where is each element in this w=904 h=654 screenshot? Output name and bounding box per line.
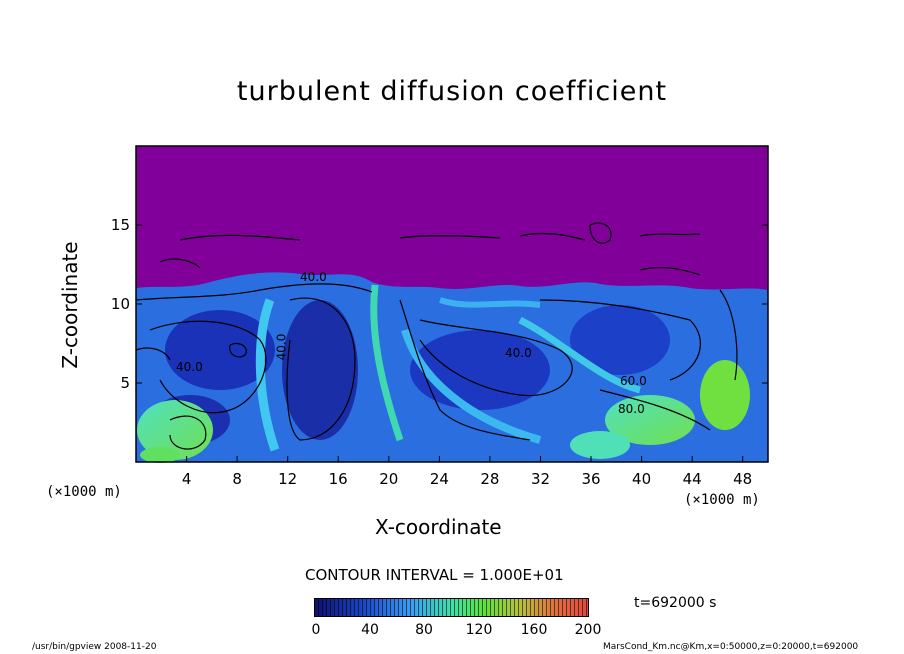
colorbar-tick: 40 xyxy=(361,622,379,638)
x-tick-label: 32 xyxy=(530,470,551,488)
contour-label: 80.0 xyxy=(618,402,645,416)
y-axis-label: Z-coordinate xyxy=(58,241,82,369)
y-tick-label: 15 xyxy=(110,216,130,234)
x-tick-label: 16 xyxy=(328,470,348,488)
chart-title: turbulent diffusion coefficient xyxy=(236,76,668,107)
streak xyxy=(401,328,542,444)
colorbar xyxy=(314,598,589,617)
colorbar-tick: 160 xyxy=(520,622,548,638)
x-tick-label: 28 xyxy=(480,470,500,488)
cell xyxy=(410,330,550,410)
x-tick-label: 12 xyxy=(278,470,298,488)
colorbar-tick: 80 xyxy=(415,622,433,638)
cell xyxy=(165,310,275,390)
colorbar-tick: 200 xyxy=(574,622,602,638)
contour-interval: CONTOUR INTERVAL = 1.000E+01 xyxy=(305,566,564,584)
cell xyxy=(570,305,670,375)
y-axis-ticks xyxy=(136,224,768,384)
x-axis-ticks xyxy=(186,456,744,462)
y-tick-label: 10 xyxy=(110,295,130,313)
y-axis-unit: (×1000 m) xyxy=(46,484,122,500)
streak xyxy=(518,316,641,394)
streak xyxy=(255,298,280,452)
x-tick-label: 44 xyxy=(682,470,702,488)
green-patch xyxy=(570,431,630,459)
x-tick-label: 24 xyxy=(429,470,449,488)
contour-lines xyxy=(135,222,738,450)
colorbar-tick: 120 xyxy=(465,622,493,638)
streak xyxy=(370,284,404,442)
footer-left: /usr/bin/gpview 2008-11-20 xyxy=(32,642,157,652)
contour-label: 40.0 xyxy=(176,360,203,374)
x-axis-label: X-coordinate xyxy=(375,515,502,539)
contour-label: 60.0 xyxy=(620,374,647,388)
x-tick-label: 48 xyxy=(733,470,753,488)
x-tick-label: 20 xyxy=(379,470,399,488)
y-tick-label: 5 xyxy=(120,374,130,392)
colorbar-tick: 0 xyxy=(311,622,321,638)
cell xyxy=(282,300,358,440)
green-patch xyxy=(140,447,180,463)
x-tick-label: 4 xyxy=(181,470,192,488)
footer-right: MarsCond_Km.nc@Km,x=0:50000,z=0:20000,t=… xyxy=(603,642,859,652)
green-patch xyxy=(605,395,695,445)
green-patch xyxy=(137,400,213,460)
green-patch xyxy=(700,360,750,430)
x-axis-unit: (×1000 m) xyxy=(684,492,760,508)
x-tick-label: 36 xyxy=(581,470,601,488)
x-tick-label: 8 xyxy=(232,470,242,488)
time-label: t=692000 s xyxy=(634,595,717,611)
streak xyxy=(439,297,541,308)
contour-label: 40.0 xyxy=(274,333,289,361)
contour-label: 40.0 xyxy=(300,270,327,284)
contour-label: 40.0 xyxy=(505,346,532,360)
x-tick-label: 40 xyxy=(632,470,652,488)
